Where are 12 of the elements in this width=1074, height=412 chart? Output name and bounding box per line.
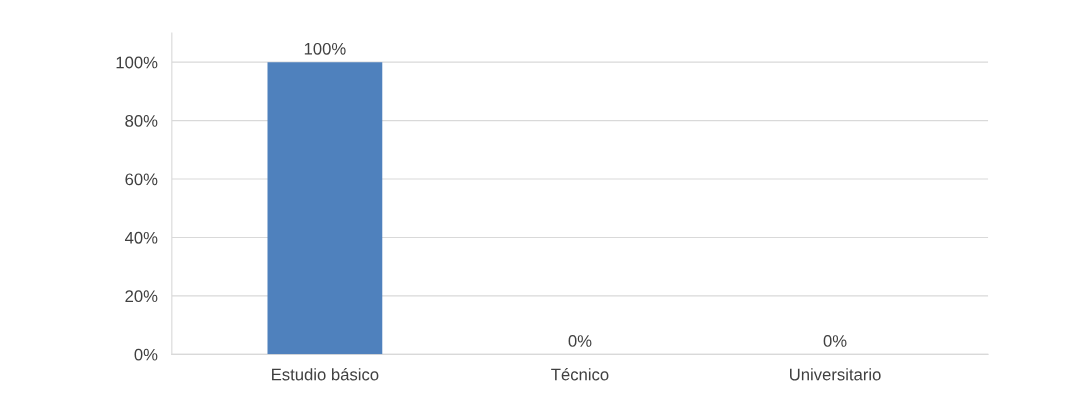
x-tick-label: Estudio básico (272, 368, 379, 381)
data-label: 0% (823, 335, 847, 347)
y-tick-label: 80% (125, 115, 158, 127)
y-tick-label: 20% (125, 290, 158, 303)
y-tick-label: 40% (124, 231, 158, 244)
y-tick-label: 60% (125, 173, 158, 186)
y-tick-label: 100% (116, 56, 158, 69)
data-label: 100% (304, 42, 346, 55)
data-label: 0% (568, 335, 592, 347)
x-tick-label: Técnico (551, 368, 609, 381)
x-tick-label: Universitario (790, 368, 881, 381)
y-tick-label: 0% (134, 348, 158, 361)
